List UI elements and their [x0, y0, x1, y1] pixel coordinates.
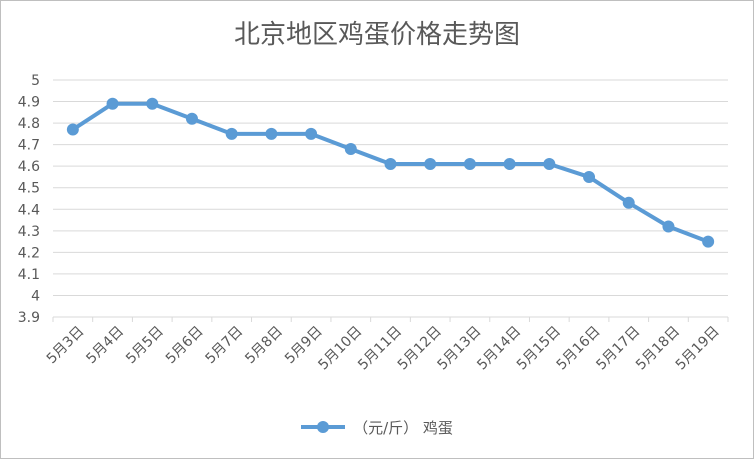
data-point	[543, 158, 556, 171]
data-point	[305, 127, 318, 140]
data-point	[424, 158, 437, 171]
y-tick-label: 4.1	[18, 267, 40, 283]
y-tick-label: 4.7	[18, 138, 40, 154]
y-tick-label: 4.4	[18, 202, 40, 218]
x-tick-label: 5月7日	[203, 323, 247, 367]
legend-line-marker	[301, 421, 346, 433]
data-point	[622, 196, 635, 209]
data-point	[662, 220, 675, 233]
y-tick-label: 5	[31, 73, 40, 89]
x-tick-label: 5月3日	[44, 323, 88, 367]
data-point	[185, 112, 198, 125]
data-point	[702, 235, 715, 248]
y-tick-label: 4.5	[18, 181, 40, 197]
x-tick-label: 5月5日	[123, 323, 167, 367]
x-axis-ticks: 5月3日5月4日5月5日5月6日5月7日5月8日5月9日5月10日5月11日5月…	[44, 316, 729, 373]
series-layer	[66, 97, 715, 248]
data-point	[66, 123, 79, 136]
legend: （元/斤） 鸡蛋	[0, 415, 754, 439]
data-point	[583, 170, 596, 183]
y-tick-label: 4.8	[18, 116, 40, 132]
data-point	[503, 158, 516, 171]
data-point	[265, 127, 278, 140]
y-tick-label: 4.6	[18, 159, 40, 175]
legend-dot-marker	[317, 421, 330, 433]
x-tick-label: 5月8日	[242, 323, 286, 367]
data-point	[384, 158, 397, 171]
series-line	[70, 101, 711, 244]
grid-lines	[53, 79, 728, 318]
y-tick-label: 4.2	[18, 245, 40, 261]
x-tick-label: 5月4日	[83, 323, 127, 367]
data-point	[225, 127, 238, 140]
y-tick-label: 3.9	[18, 310, 40, 326]
data-point	[344, 142, 357, 155]
data-point	[146, 97, 159, 110]
data-point	[106, 97, 119, 110]
y-tick-label: 4.3	[18, 224, 40, 240]
x-tick-label: 5月6日	[163, 323, 207, 367]
x-tick-label: 5月19日	[673, 323, 723, 373]
y-tick-label: 4.9	[18, 95, 40, 111]
data-point	[463, 158, 476, 171]
y-axis-ticks: 3.9 4 4.1 4.2 4.3 4.4 4.5 4.6 4.7 4.8 4.9 5	[18, 73, 40, 326]
legend-label: （元/斤） 鸡蛋	[353, 418, 453, 437]
chart-title: 北京地区鸡蛋价格走势图	[233, 20, 520, 50]
y-tick-label: 4	[31, 288, 40, 304]
